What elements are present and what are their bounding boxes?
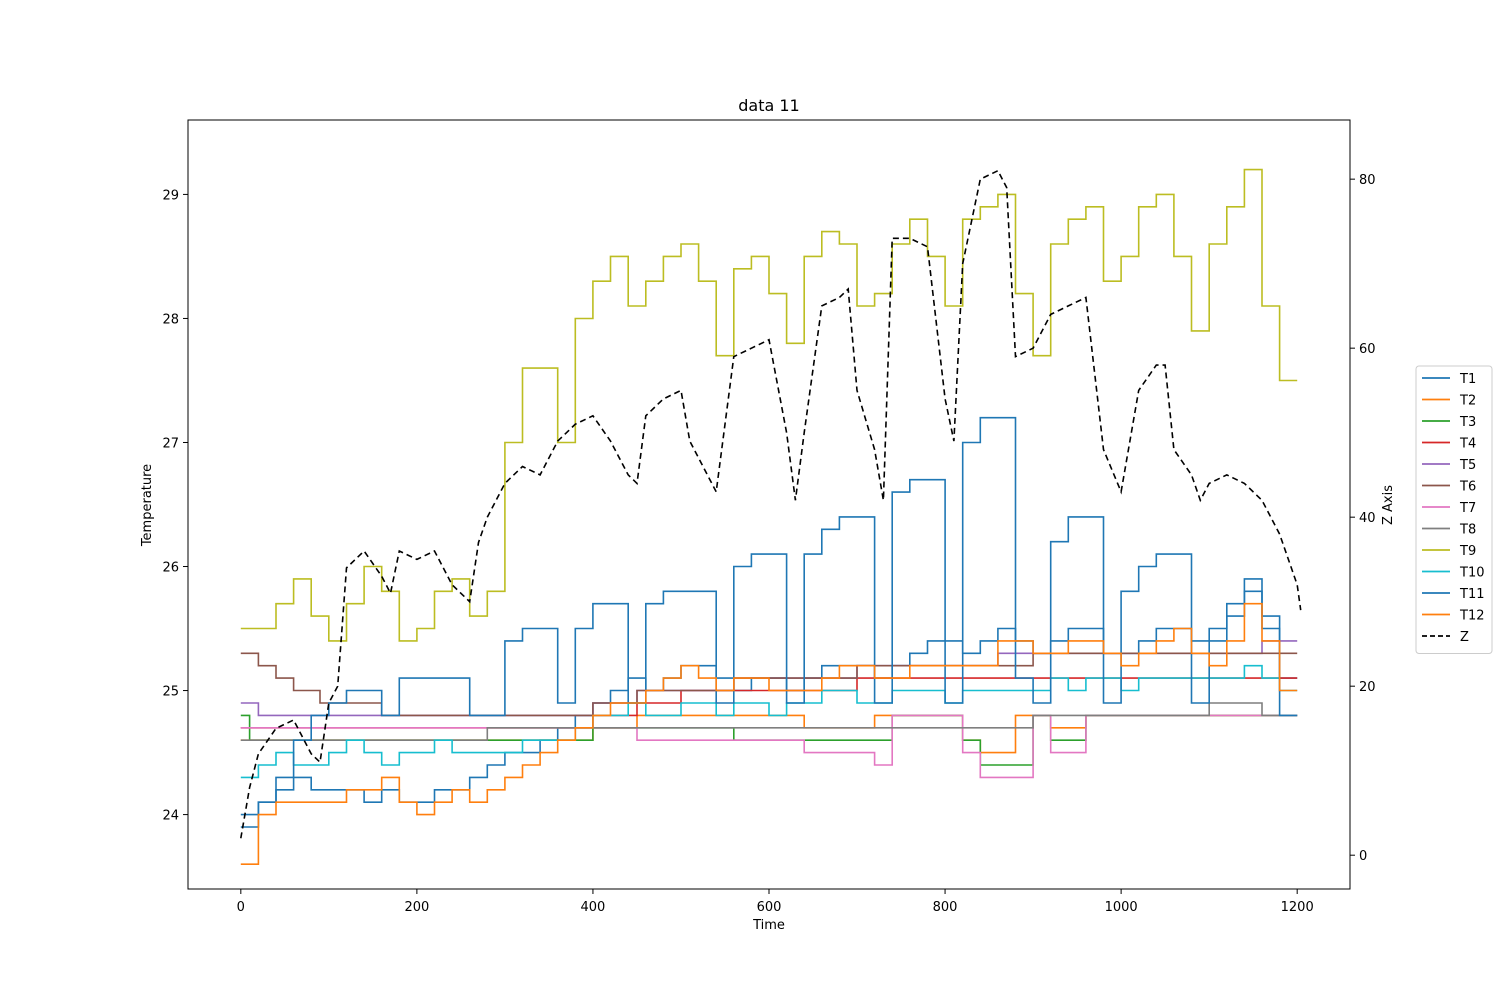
- y2-tick-label: 20: [1359, 680, 1376, 695]
- legend: T1 T2 T3 T4 T5 T6 T7 T8 T9 T10 T11 T12 Z: [1415, 365, 1493, 654]
- y2-tick-label: 40: [1359, 511, 1376, 526]
- x-tick-label: 800: [933, 900, 958, 915]
- y-tick-label: 28: [162, 312, 179, 327]
- y2-axis-label: Z Axis: [1381, 485, 1396, 525]
- x-axis: 0 200 400 600 800 1000 1200: [237, 889, 1314, 915]
- x-tick-label: 200: [404, 900, 429, 915]
- series-line-t12: [240, 602, 1298, 865]
- series-line-t8: [240, 702, 1298, 741]
- legend-label-z: Z: [1460, 630, 1469, 645]
- y-tick-label: 27: [162, 436, 179, 451]
- y-axis-right: 0 20 40 60 80: [1350, 173, 1376, 864]
- legend-label-t8: T8: [1459, 523, 1476, 538]
- series-line-t10: [240, 664, 1298, 779]
- y-axis-label: Temperature: [140, 464, 155, 547]
- legend-label-t10: T10: [1459, 566, 1484, 581]
- legend-label-t4: T4: [1459, 437, 1476, 452]
- plot-frame: [187, 119, 1351, 890]
- legend-label-t1: T1: [1459, 372, 1476, 387]
- legend-label-t6: T6: [1459, 480, 1476, 495]
- y-tick-label: 24: [162, 809, 179, 824]
- legend-label-t7: T7: [1459, 501, 1476, 516]
- series-line-z: [240, 169, 1302, 839]
- x-tick-label: 600: [757, 900, 782, 915]
- plot-area: [240, 168, 1302, 865]
- y2-tick-label: 0: [1359, 849, 1367, 864]
- y-tick-label: 26: [162, 561, 179, 576]
- series-line-t2: [240, 714, 1298, 754]
- legend-label-t2: T2: [1459, 394, 1476, 409]
- legend-label-t3: T3: [1459, 415, 1476, 430]
- x-axis-label: Time: [752, 918, 785, 933]
- y-tick-label: 25: [162, 685, 179, 700]
- y-axis-left: 24 25 26 27 28 29: [162, 188, 188, 824]
- legend-box: [1415, 365, 1493, 654]
- y2-tick-label: 60: [1359, 342, 1376, 357]
- x-tick-label: 400: [581, 900, 606, 915]
- chart-title: data 11: [738, 96, 799, 115]
- y2-tick-label: 80: [1359, 173, 1376, 188]
- legend-label-t12: T12: [1459, 609, 1484, 624]
- x-tick-label: 1200: [1281, 900, 1314, 915]
- y-tick-label: 29: [162, 188, 179, 203]
- x-tick-label: 1000: [1105, 900, 1138, 915]
- legend-label-t9: T9: [1459, 544, 1476, 559]
- series-line-t11: [240, 416, 1298, 816]
- series-line-t7: [240, 714, 1298, 779]
- legend-label-t5: T5: [1459, 458, 1476, 473]
- legend-label-t11: T11: [1459, 587, 1484, 602]
- x-tick-label: 0: [237, 900, 245, 915]
- series-line-t9: [240, 168, 1298, 642]
